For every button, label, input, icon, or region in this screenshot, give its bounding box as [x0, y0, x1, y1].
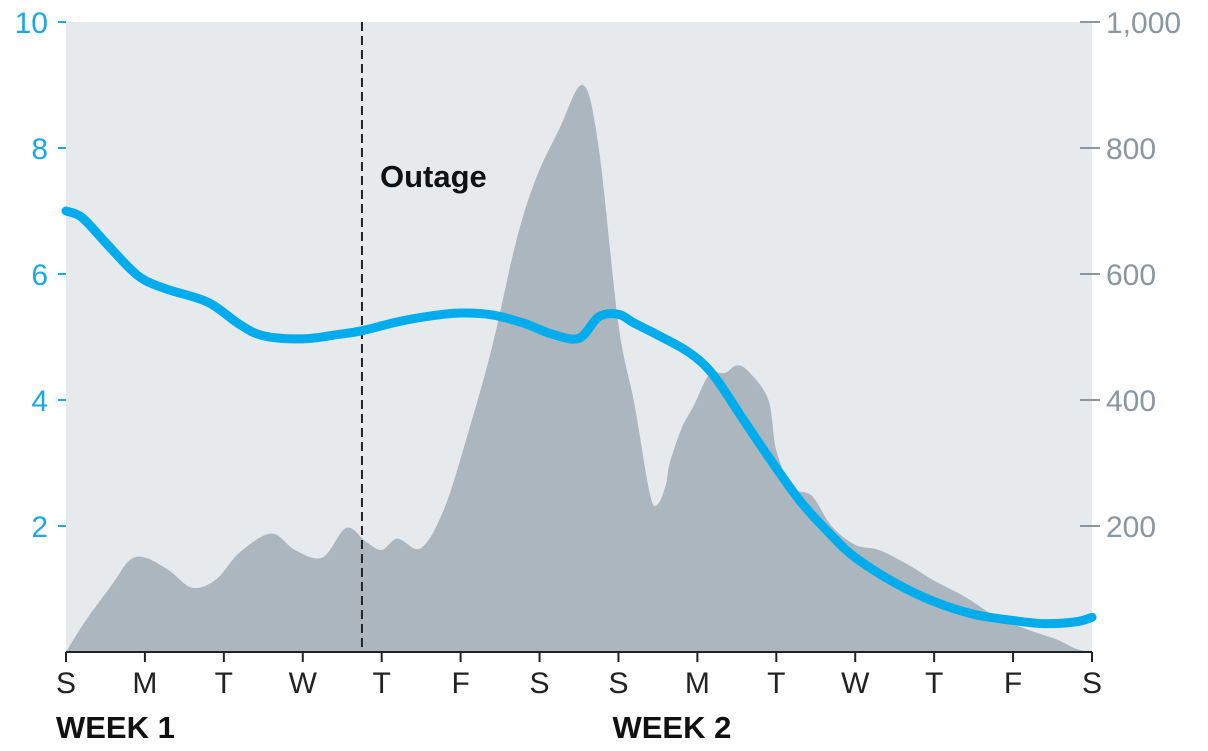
- x-axis-tick-label: W: [841, 667, 870, 700]
- left-axis-tick-label: 4: [31, 385, 48, 418]
- x-axis-tick-label: W: [289, 667, 318, 700]
- x-axis-tick-label: S: [530, 667, 550, 700]
- left-axis: 2 4 6 8 10: [15, 7, 66, 544]
- right-axis-tick-label: 800: [1106, 133, 1156, 166]
- left-axis-tick-label: 6: [31, 259, 48, 292]
- line-series: [61, 206, 1097, 629]
- right-axis-tick-label: 1,000: [1106, 7, 1181, 40]
- x-axis-tick-label: T: [215, 667, 233, 700]
- week-2-label: WEEK 2: [612, 710, 731, 745]
- right-axis-tick-label: 200: [1106, 511, 1156, 544]
- left-axis-tick-label: 8: [31, 133, 48, 166]
- left-axis-tick-label: 10: [15, 7, 48, 40]
- x-axis-tick-label: S: [1082, 667, 1102, 700]
- right-axis: 200 400 600 800 1,000: [1080, 7, 1181, 544]
- x-axis-tick-label: S: [608, 667, 628, 700]
- week-1-label: WEEK 1: [56, 710, 175, 745]
- left-axis-tick-label: 2: [31, 511, 48, 544]
- x-axis-tick-label: T: [373, 667, 391, 700]
- x-axis-tick-label: M: [685, 667, 710, 700]
- x-axis-tick-label: M: [132, 667, 157, 700]
- right-axis-tick-label: 400: [1106, 385, 1156, 418]
- outage-label: Outage: [380, 159, 487, 194]
- area-series: [66, 84, 1092, 653]
- right-axis-tick-label: 600: [1106, 259, 1156, 292]
- x-axis-tick-label: T: [925, 667, 943, 700]
- x-axis-tick-label: F: [1004, 667, 1022, 700]
- x-axis-tick-label: F: [451, 667, 469, 700]
- x-axis-tick-label: S: [56, 667, 76, 700]
- x-axis-tick-label: T: [767, 667, 785, 700]
